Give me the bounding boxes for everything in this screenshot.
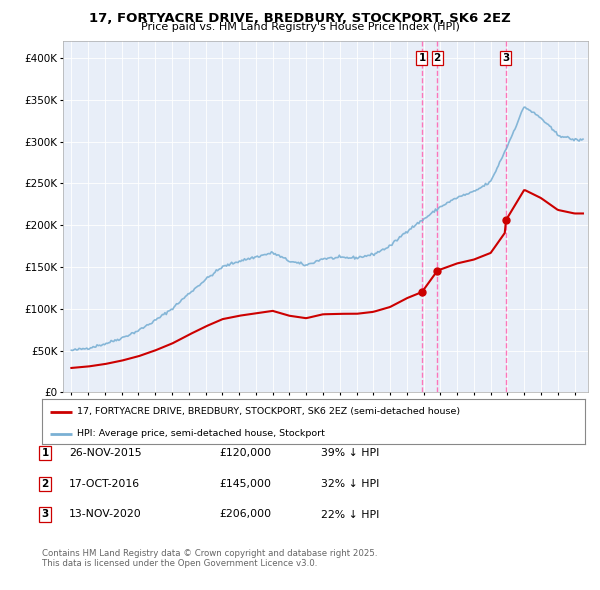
Text: 2: 2 [41, 479, 49, 489]
Text: 17-OCT-2016: 17-OCT-2016 [69, 479, 140, 489]
Text: Contains HM Land Registry data © Crown copyright and database right 2025.: Contains HM Land Registry data © Crown c… [42, 549, 377, 558]
Text: Price paid vs. HM Land Registry's House Price Index (HPI): Price paid vs. HM Land Registry's House … [140, 22, 460, 32]
Text: 32% ↓ HPI: 32% ↓ HPI [321, 479, 379, 489]
Text: £120,000: £120,000 [219, 448, 271, 458]
Text: £206,000: £206,000 [219, 510, 271, 519]
Text: 1: 1 [418, 53, 425, 63]
Text: 3: 3 [502, 53, 509, 63]
Text: 3: 3 [41, 510, 49, 519]
Text: 1: 1 [41, 448, 49, 458]
Text: HPI: Average price, semi-detached house, Stockport: HPI: Average price, semi-detached house,… [77, 430, 325, 438]
Text: This data is licensed under the Open Government Licence v3.0.: This data is licensed under the Open Gov… [42, 559, 317, 568]
Text: 22% ↓ HPI: 22% ↓ HPI [321, 510, 379, 519]
Text: 17, FORTYACRE DRIVE, BREDBURY, STOCKPORT, SK6 2EZ (semi-detached house): 17, FORTYACRE DRIVE, BREDBURY, STOCKPORT… [77, 407, 460, 417]
Text: 13-NOV-2020: 13-NOV-2020 [69, 510, 142, 519]
Text: 26-NOV-2015: 26-NOV-2015 [69, 448, 142, 458]
Text: 17, FORTYACRE DRIVE, BREDBURY, STOCKPORT, SK6 2EZ: 17, FORTYACRE DRIVE, BREDBURY, STOCKPORT… [89, 12, 511, 25]
Text: 2: 2 [433, 53, 440, 63]
Text: 39% ↓ HPI: 39% ↓ HPI [321, 448, 379, 458]
Text: £145,000: £145,000 [219, 479, 271, 489]
